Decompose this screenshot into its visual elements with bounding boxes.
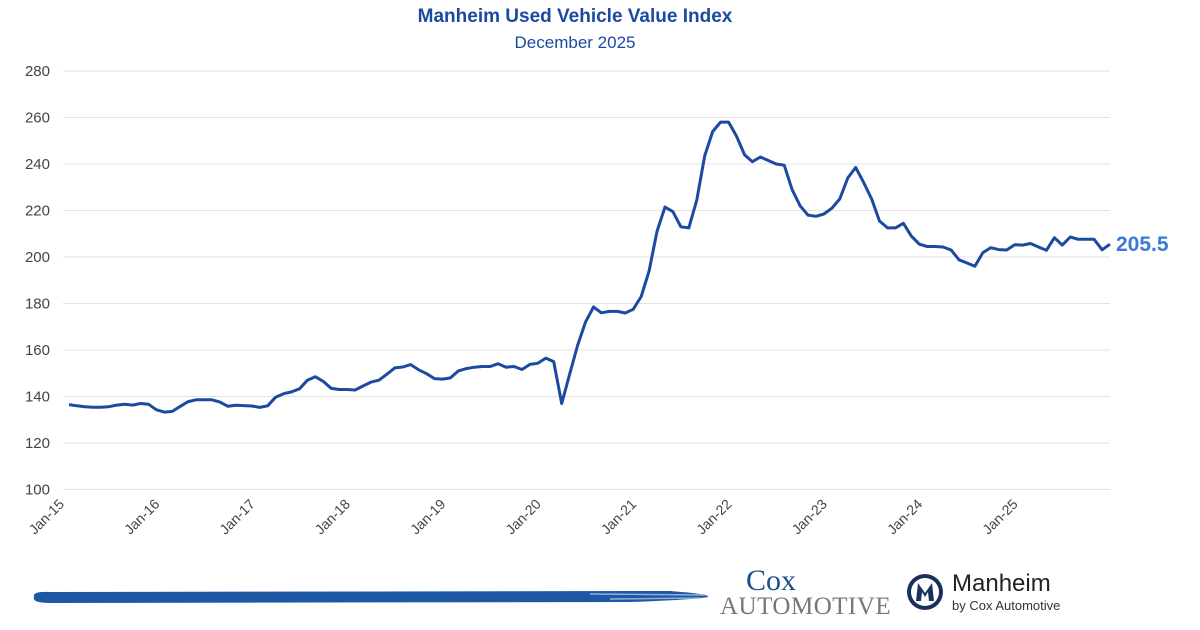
y-tick-label: 120 [25, 435, 50, 452]
y-tick-label: 180 [25, 296, 50, 313]
x-tick-label: Jan-15 [26, 496, 68, 538]
series-line [68, 120, 1111, 414]
x-tick-label: Jan-18 [312, 496, 354, 538]
manheim-m-icon [907, 574, 943, 610]
x-tick-label: Jan-25 [979, 496, 1021, 538]
y-tick-label: 200 [25, 249, 50, 266]
y-tick-label: 220 [25, 203, 50, 220]
y-tick-label: 260 [25, 110, 50, 127]
x-tick-label: Jan-16 [121, 496, 163, 538]
x-tick-label: Jan-22 [693, 496, 735, 538]
brush-stroke-decoration [33, 591, 709, 603]
chart-title: Manheim Used Vehicle Value Index [417, 6, 733, 27]
x-tick-label: Jan-24 [884, 496, 926, 538]
x-tick-label: Jan-19 [407, 496, 449, 538]
x-tick-label: Jan-17 [216, 496, 258, 538]
end-value-label: 205.5 [1116, 233, 1169, 256]
line-chart: 100 120 140 160 180 200 220 240 260 280 Jan-15 Jan-… [25, 63, 1169, 538]
manheim-logo: Manheim by Cox Automotive [906, 572, 1060, 612]
chart-subtitle: December 2025 [514, 33, 636, 52]
y-tick-label: 160 [25, 342, 50, 359]
x-tick-label: Jan-21 [598, 496, 640, 538]
cox-automotive-logo: Cox Automotive [720, 564, 892, 620]
x-tick-label: Jan-20 [502, 496, 544, 538]
y-tick-label: 280 [25, 63, 50, 80]
y-tick-label: 140 [25, 389, 50, 406]
y-tick-label: 240 [25, 156, 50, 173]
x-tick-label: Jan-23 [788, 496, 830, 538]
y-tick-label: 100 [25, 482, 50, 499]
